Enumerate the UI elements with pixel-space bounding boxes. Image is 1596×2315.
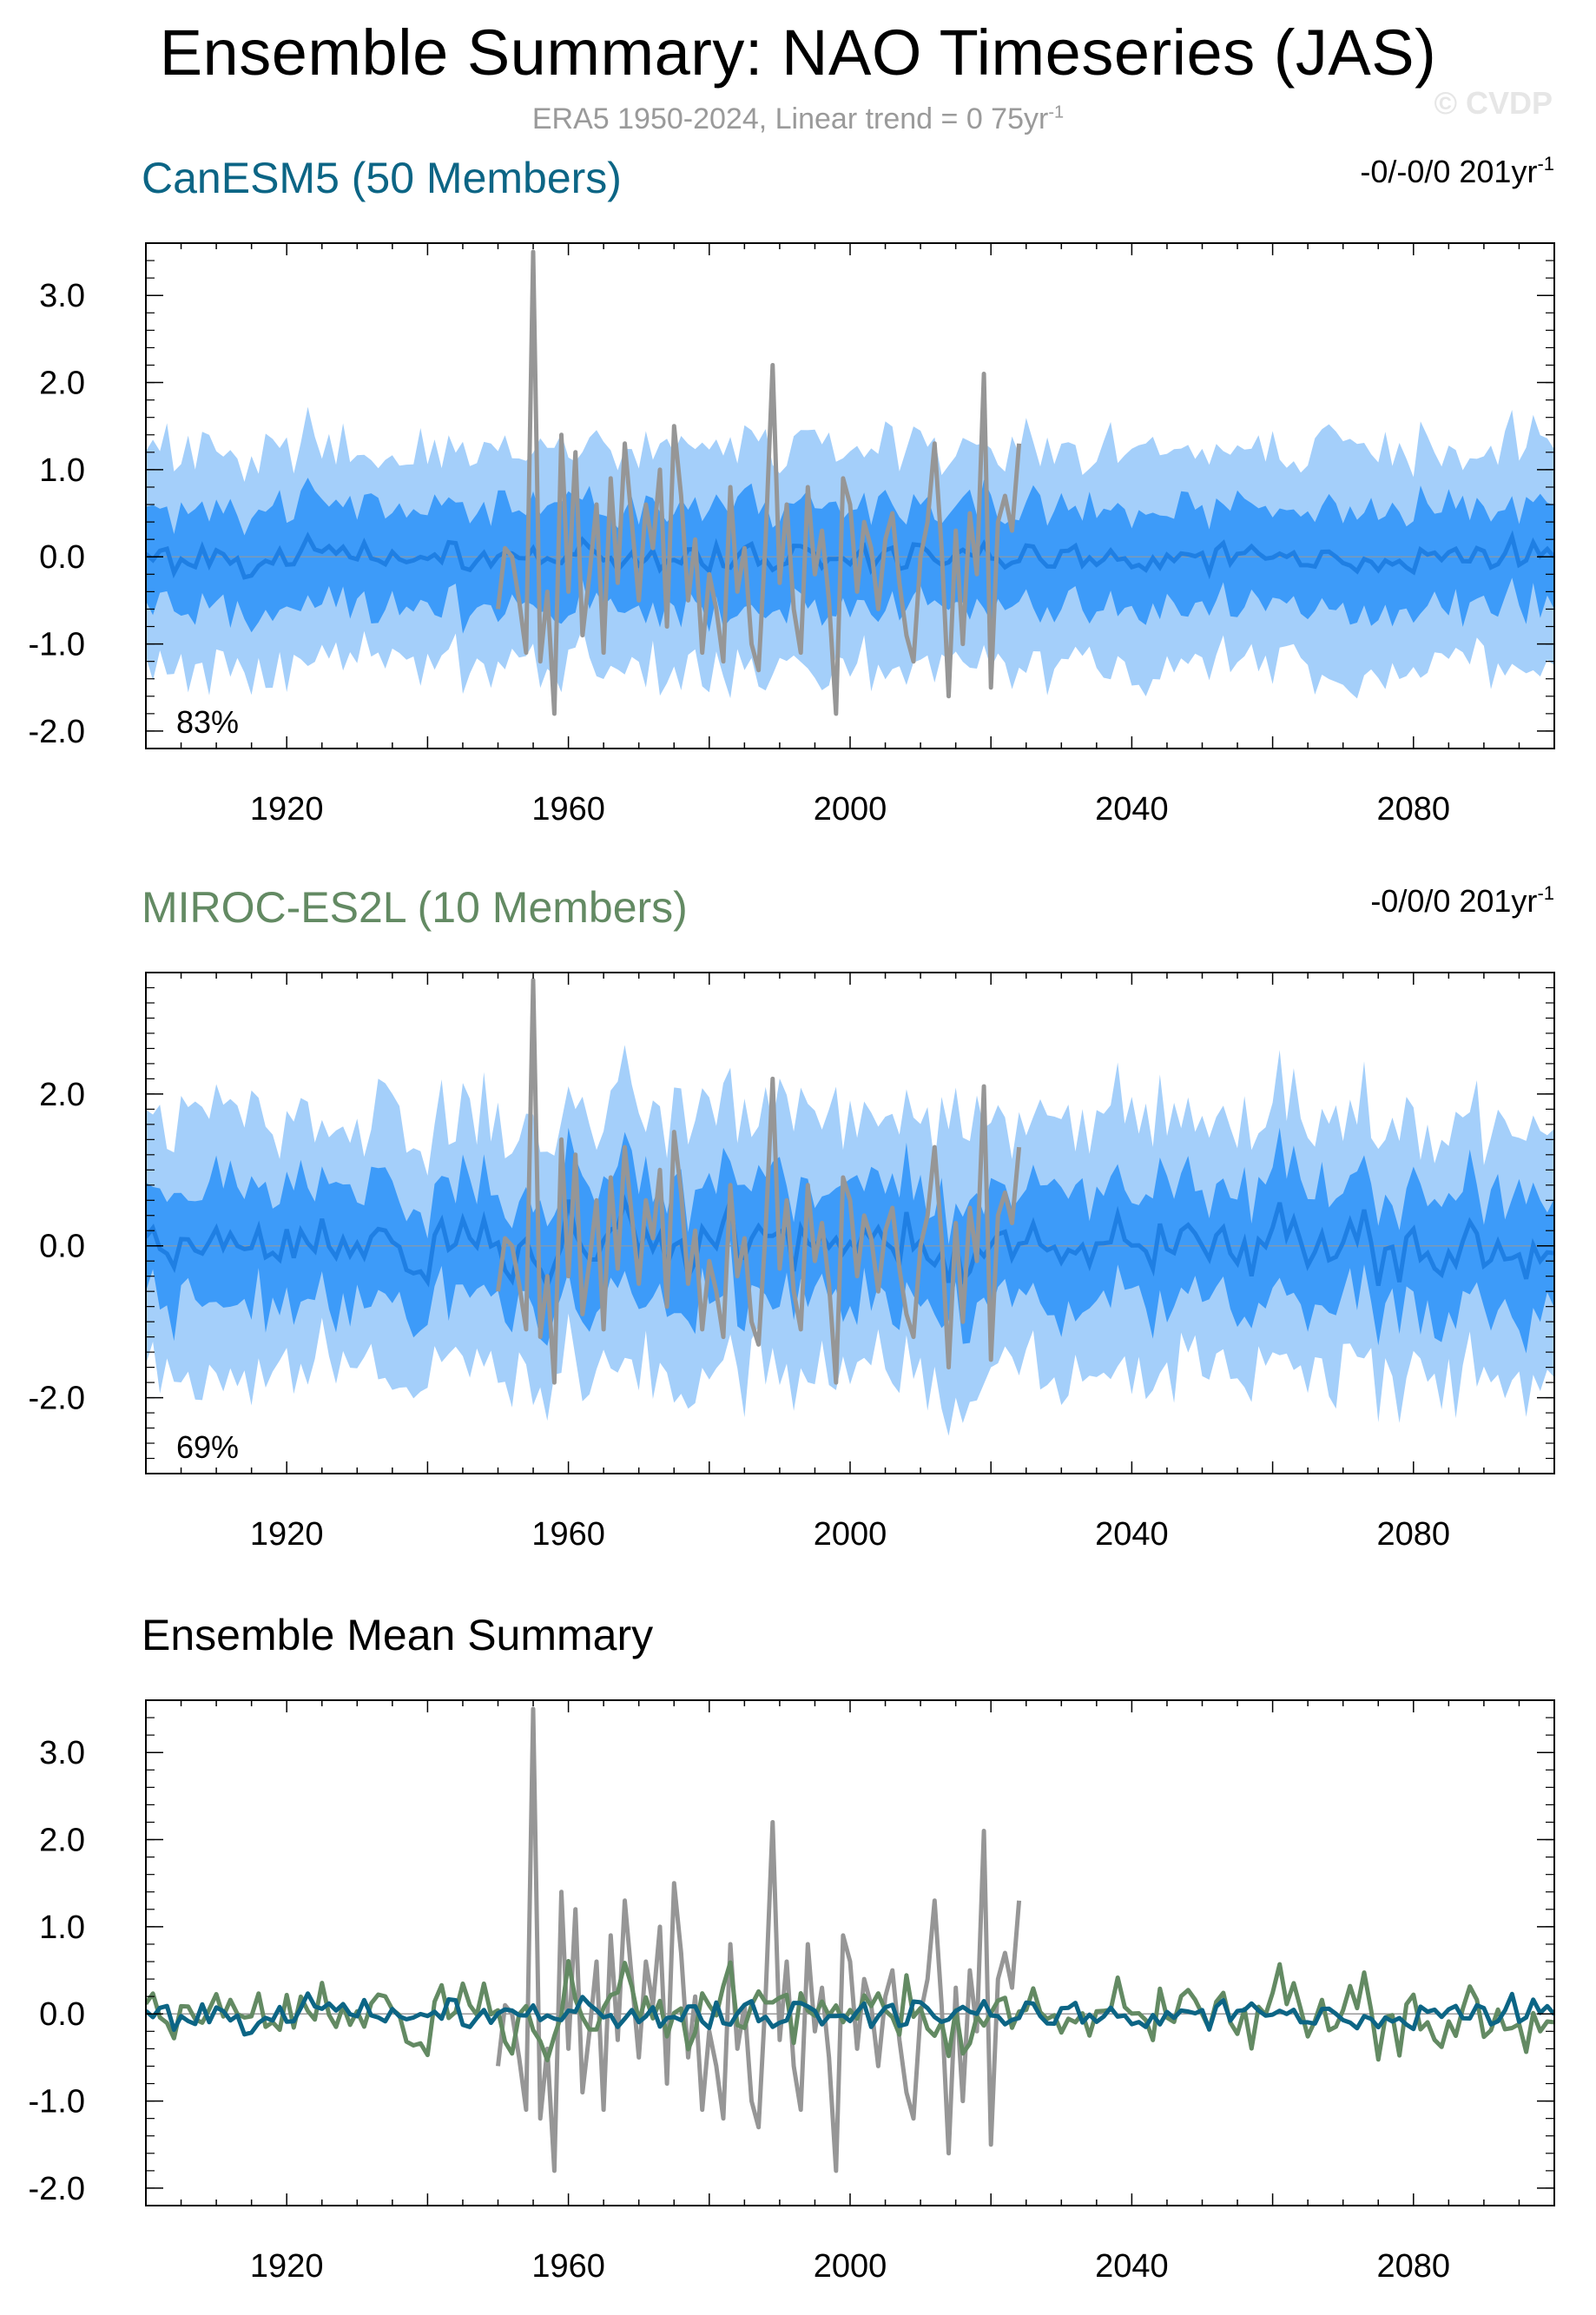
era5-observed-line (496, 978, 1022, 1385)
x-tick-label: 1920 (250, 791, 324, 828)
percent-label: 69% (176, 1429, 239, 1465)
x-tick-label: 2040 (1095, 791, 1169, 828)
x-tick-label: 1920 (250, 2248, 324, 2285)
y-tick-label: 0.0 (39, 539, 85, 576)
x-tick-label: 1960 (531, 2248, 605, 2285)
x-tick-label: 1960 (531, 791, 605, 828)
y-tick-label: 1.0 (39, 452, 85, 489)
y-tick-label: -2.0 (29, 1381, 85, 1417)
y-tick-label: 0.0 (39, 1996, 85, 2033)
trend-superscript: -1 (1537, 882, 1554, 904)
plot-area (146, 978, 1554, 1436)
panel-title: Ensemble Mean Summary (142, 1611, 653, 1659)
panel-3: Ensemble Mean Summary 1920 1960 2000 2040 208… (29, 1611, 1555, 2285)
x-tick-label: 2040 (1095, 2248, 1169, 2285)
era5-observed-line (496, 249, 1022, 716)
x-tick-label: 1960 (531, 1516, 605, 1553)
chart-title: Ensemble Summary: NAO Timeseries (JAS) (159, 16, 1437, 89)
y-tick-label: -2.0 (29, 714, 85, 750)
y-tick-label: 2.0 (39, 1077, 85, 1113)
plot-area (146, 249, 1554, 716)
y-tick-label: 0.0 (39, 1229, 85, 1265)
x-tick-label: 2000 (814, 791, 887, 828)
y-tick-label: -2.0 (29, 2171, 85, 2207)
x-tick-label: 2040 (1095, 1516, 1169, 1553)
y-tick-label: 1.0 (39, 1909, 85, 1946)
panel-title: MIROC-ES2L (10 Members) (142, 883, 688, 932)
x-tick-label: 2080 (1377, 1516, 1451, 1553)
ensemble-mean-line (146, 530, 1554, 580)
ensemble-mean-line (146, 1194, 1554, 1293)
x-tick-label: 2080 (1377, 791, 1451, 828)
y-tick-label: -1.0 (29, 2084, 85, 2120)
y-tick-label: 2.0 (39, 366, 85, 402)
trend-label: -0/-0/0 201yr-1 (1360, 153, 1554, 189)
x-tick-label: 1920 (250, 1516, 324, 1553)
miroc-es2l-mean-line (146, 1959, 1554, 2062)
plot-area (146, 1706, 1554, 2173)
y-tick-label: 2.0 (39, 1823, 85, 1859)
y-tick-label: 3.0 (39, 1735, 85, 1771)
panel-title: CanESM5 (50 Members) (142, 154, 622, 202)
y-tick-label: 3.0 (39, 278, 85, 314)
canesm5-mean-line (146, 1991, 1554, 2037)
era5-observed-line (496, 1706, 1022, 2173)
trend-label: -0/0/0 201yr-1 (1370, 882, 1554, 919)
y-tick-label: -1.0 (29, 627, 85, 663)
x-tick-label: 2000 (814, 1516, 887, 1553)
cvdp-watermark: © CVDP (1434, 85, 1553, 121)
trend-text: -0/-0/0 201yr (1360, 154, 1537, 189)
percent-label: 83% (176, 704, 239, 740)
subtitle-superscript: -1 (1048, 102, 1065, 122)
chart-subtitle: ERA5 1950-2024, Linear trend = 0 75yr-1 (0, 102, 1596, 136)
x-tick-label: 2080 (1377, 2248, 1451, 2285)
panel-1: CanESM5 (50 Members) -0/-0/0 201yr-1 83% 19… (29, 153, 1555, 828)
plot-frame (145, 1699, 1555, 2206)
trend-superscript: -1 (1537, 153, 1554, 175)
x-tick-label: 2000 (814, 2248, 887, 2285)
subtitle-text: ERA5 1950-2024, Linear trend = 0 75yr (531, 102, 1049, 135)
trend-text: -0/0/0 201yr (1370, 883, 1537, 919)
panel-2: MIROC-ES2L (10 Members) -0/0/0 201yr-1 69%… (29, 882, 1555, 1553)
